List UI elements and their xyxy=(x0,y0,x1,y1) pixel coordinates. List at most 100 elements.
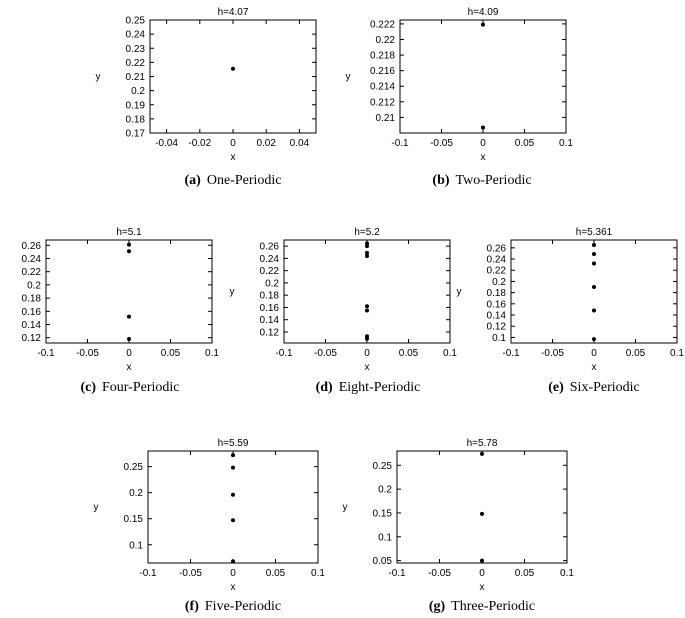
panel-caption: (a) One-Periodic xyxy=(185,173,282,188)
x-axis-label: x xyxy=(481,152,486,163)
data-point xyxy=(592,261,596,266)
y-tick-label: 0.1 xyxy=(378,532,392,543)
data-point xyxy=(592,337,596,342)
y-tick-label: 0.19 xyxy=(126,100,146,111)
x-tick-label: -0.1 xyxy=(388,568,406,579)
caption-letter: (g) xyxy=(429,599,446,614)
y-tick-label: 0.2 xyxy=(131,86,145,97)
y-tick-label: 0.25 xyxy=(124,462,144,473)
y-tick-label: 0.12 xyxy=(487,322,507,333)
x-tick-label: -0.1 xyxy=(275,348,293,359)
data-point xyxy=(480,451,484,456)
x-axis-label: x xyxy=(127,362,132,373)
data-point xyxy=(592,243,596,248)
x-tick-label: -0.1 xyxy=(502,348,520,359)
x-tick-label: 0 xyxy=(364,348,370,359)
panel-title: h=4.07 xyxy=(218,7,249,18)
panel-caption: (b) Two-Periodic xyxy=(432,173,531,188)
y-tick-label: 0.26 xyxy=(487,243,507,254)
y-tick-label: 0.218 xyxy=(370,51,395,62)
panel-title: h=5.1 xyxy=(116,227,142,238)
panel-title: h=5.78 xyxy=(467,438,498,449)
data-point xyxy=(231,492,235,497)
y-tick-label: 0.18 xyxy=(487,288,507,299)
caption-text: Five-Periodic xyxy=(205,599,281,614)
y-tick-label: 0.216 xyxy=(370,66,395,77)
caption-letter: (b) xyxy=(432,173,449,188)
data-point xyxy=(592,285,596,290)
data-point xyxy=(231,453,235,458)
y-tick-label: 0.2 xyxy=(129,488,143,499)
x-tick-label: 0.04 xyxy=(290,138,310,149)
y-tick-label: 0.18 xyxy=(260,291,280,302)
panel-d: h=5.2 -0.1 -0.05 0 0.05 0.1 0.120.140.160.18 0.… xyxy=(230,227,458,395)
y-tick-label: 0.2 xyxy=(265,278,279,289)
data-point xyxy=(592,251,596,256)
data-point xyxy=(365,241,369,246)
data-point xyxy=(365,336,369,341)
panel-b: h=4.09 -0.1 -0.05 0 0.05 0.1 0.21 0.212 0.214 0.2… xyxy=(346,7,574,188)
data-point xyxy=(365,308,369,313)
x-tick-label: 0 xyxy=(480,138,486,149)
panel-title: h=5.361 xyxy=(576,227,613,238)
x-tick-label: -0.05 xyxy=(430,138,453,149)
y-tick-label: 0.15 xyxy=(373,508,393,519)
y-tick-label: 0.21 xyxy=(376,113,396,124)
data-point xyxy=(592,308,596,313)
caption-letter: (c) xyxy=(80,380,96,395)
data-point xyxy=(480,511,484,516)
y-tick-label: 0.18 xyxy=(22,294,42,305)
data-point xyxy=(231,518,235,523)
y-tick-label: 0.12 xyxy=(260,327,280,338)
x-tick-label: 0.1 xyxy=(670,348,684,359)
y-tick-label: 0.26 xyxy=(260,242,280,253)
y-tick-label: 0.25 xyxy=(126,16,146,27)
y-tick-label: 0.24 xyxy=(126,30,146,41)
x-axis-label: x xyxy=(480,582,485,593)
y-tick-label: 0.24 xyxy=(22,254,42,265)
x-tick-label: -0.1 xyxy=(139,568,157,579)
y-tick-label: 0.222 xyxy=(370,19,395,30)
y-tick-label: 0.212 xyxy=(370,97,395,108)
y-tick-label: 0.26 xyxy=(22,241,42,252)
y-tick-label: 0.1 xyxy=(492,333,506,344)
x-tick-label: 0.05 xyxy=(161,348,181,359)
y-tick-label: 0.24 xyxy=(487,255,507,266)
y-tick-label: 0.22 xyxy=(22,267,42,278)
y-tick-label: 0.22 xyxy=(126,58,146,69)
y-tick-label: 0.16 xyxy=(22,307,42,318)
caption-text: Three-Periodic xyxy=(451,599,535,614)
x-tick-label: -0.02 xyxy=(188,138,211,149)
y-tick-label: 0.25 xyxy=(373,461,393,472)
x-tick-label: -0.1 xyxy=(37,348,55,359)
x-tick-label: -0.04 xyxy=(155,138,178,149)
data-point xyxy=(127,314,131,319)
data-point xyxy=(365,250,369,255)
x-tick-label: 0.05 xyxy=(515,138,535,149)
caption-letter: (e) xyxy=(548,380,564,395)
panel-caption: (d) Eight-Periodic xyxy=(316,380,421,395)
x-tick-label: 0.1 xyxy=(559,138,573,149)
plot-frame xyxy=(149,19,317,134)
x-tick-label: 0.1 xyxy=(311,568,325,579)
x-tick-label: 0 xyxy=(230,568,236,579)
x-tick-label: 0 xyxy=(230,138,236,149)
y-tick-label: 0.2 xyxy=(27,280,41,291)
caption-text: One-Periodic xyxy=(207,173,282,188)
caption-text: Two-Periodic xyxy=(456,173,532,188)
x-tick-label: 0.05 xyxy=(399,348,419,359)
x-tick-label: -0.05 xyxy=(76,348,99,359)
y-tick-label: 0.18 xyxy=(126,114,146,125)
y-axis-label: y xyxy=(96,72,101,83)
y-tick-label: 0.23 xyxy=(126,44,146,55)
data-point xyxy=(231,66,235,71)
panel-f: h=5.59 -0.1 -0.05 0 0.05 0.1 0.1 0.15 0.2 0.25 x y (… xyxy=(94,438,326,614)
caption-letter: (a) xyxy=(185,173,202,188)
y-tick-label: 0.05 xyxy=(373,556,393,567)
x-tick-label: 0 xyxy=(591,348,597,359)
x-tick-label: 0.05 xyxy=(515,568,535,579)
caption-text: Four-Periodic xyxy=(102,380,180,395)
y-tick-label: 0.22 xyxy=(376,35,396,46)
x-tick-label: -0.1 xyxy=(391,138,409,149)
